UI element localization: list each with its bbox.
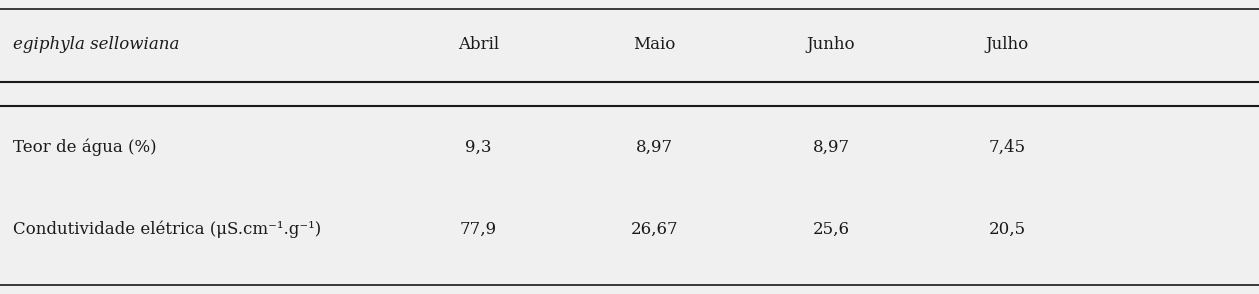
Text: egiphyla sellowiana: egiphyla sellowiana bbox=[13, 36, 179, 53]
Text: 8,97: 8,97 bbox=[636, 138, 674, 156]
Text: 77,9: 77,9 bbox=[460, 221, 497, 238]
Text: 9,3: 9,3 bbox=[465, 138, 492, 156]
Text: Maio: Maio bbox=[633, 36, 676, 53]
Text: 7,45: 7,45 bbox=[988, 138, 1026, 156]
Text: Julho: Julho bbox=[986, 36, 1029, 53]
Text: Abril: Abril bbox=[458, 36, 499, 53]
Text: 8,97: 8,97 bbox=[812, 138, 850, 156]
Text: 26,67: 26,67 bbox=[631, 221, 679, 238]
Text: Condutividade elétrica (μS.cm⁻¹.g⁻¹): Condutividade elétrica (μS.cm⁻¹.g⁻¹) bbox=[13, 220, 321, 238]
Text: 25,6: 25,6 bbox=[812, 221, 850, 238]
Text: Junho: Junho bbox=[807, 36, 855, 53]
Text: 20,5: 20,5 bbox=[988, 221, 1026, 238]
Text: Teor de água (%): Teor de água (%) bbox=[13, 138, 156, 156]
